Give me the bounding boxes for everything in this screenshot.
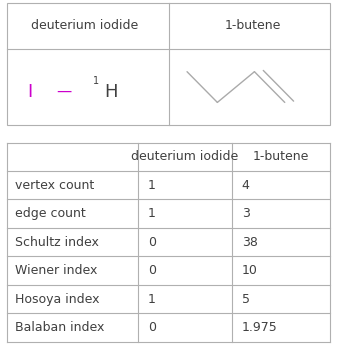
Text: 1: 1 — [93, 76, 99, 86]
Text: vertex count: vertex count — [15, 179, 94, 192]
Text: I: I — [28, 83, 33, 101]
Text: Schultz index: Schultz index — [15, 236, 99, 249]
Text: 0: 0 — [148, 264, 156, 277]
Text: Hosoya index: Hosoya index — [15, 293, 100, 306]
Text: H: H — [104, 83, 118, 101]
Text: deuterium iodide: deuterium iodide — [131, 150, 238, 163]
Text: 1-butene: 1-butene — [224, 19, 281, 32]
Text: deuterium iodide: deuterium iodide — [31, 19, 138, 32]
Text: edge count: edge count — [15, 207, 86, 220]
Text: 1.975: 1.975 — [242, 321, 277, 334]
Text: 38: 38 — [242, 236, 257, 249]
Text: 4: 4 — [242, 179, 250, 192]
Text: 1: 1 — [148, 207, 156, 220]
Text: 5: 5 — [242, 293, 250, 306]
Text: 0: 0 — [148, 236, 156, 249]
Text: 1: 1 — [148, 293, 156, 306]
Text: —: — — [56, 83, 72, 98]
Text: 1-butene: 1-butene — [253, 150, 309, 163]
Text: 3: 3 — [242, 207, 250, 220]
Text: Balaban index: Balaban index — [15, 321, 104, 334]
Text: Wiener index: Wiener index — [15, 264, 97, 277]
Text: 0: 0 — [148, 321, 156, 334]
Text: 10: 10 — [242, 264, 257, 277]
Text: 1: 1 — [148, 179, 156, 192]
